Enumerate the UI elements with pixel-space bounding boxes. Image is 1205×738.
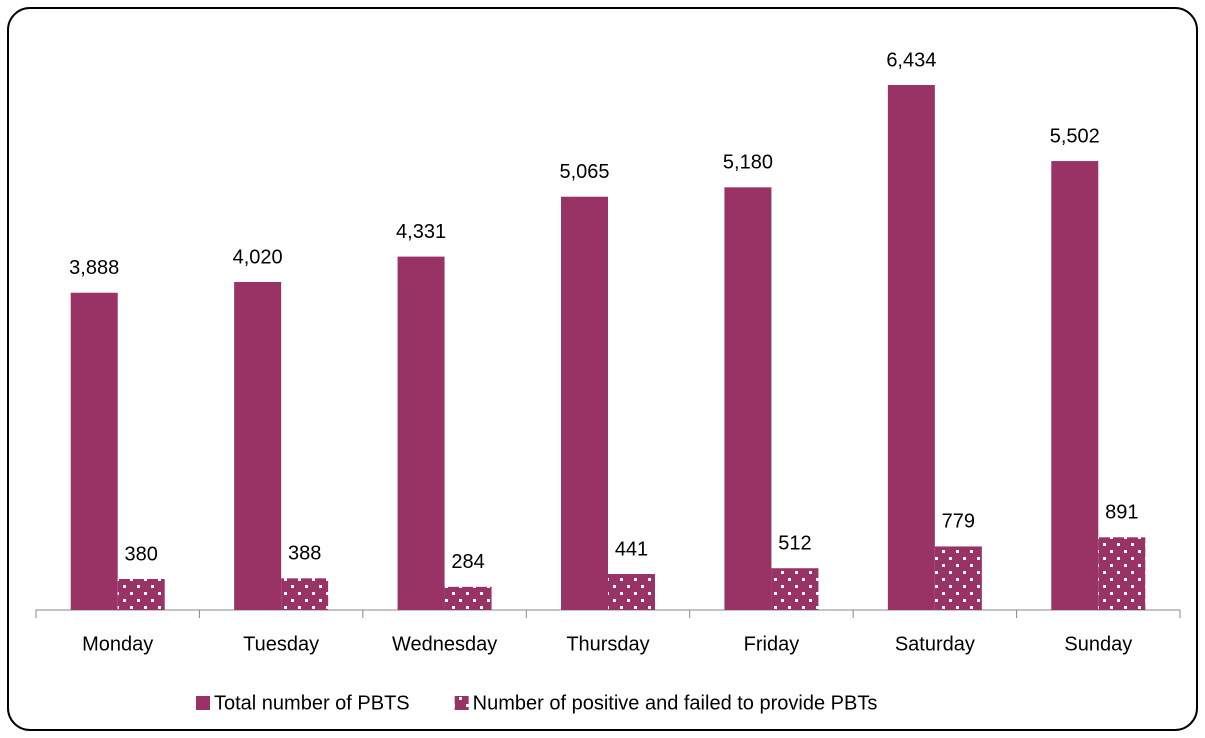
bar [281, 578, 329, 610]
data-label: 6,434 [886, 49, 936, 71]
x-tick-label: Monday [82, 633, 153, 655]
legend-label: Number of positive and failed to provide… [473, 692, 878, 714]
x-tick-label: Saturday [895, 633, 975, 655]
bar [608, 574, 655, 610]
bar [887, 85, 935, 610]
legend-swatch [454, 696, 469, 710]
data-label: 4,331 [396, 221, 446, 243]
legend-swatch [196, 696, 210, 710]
data-label: 779 [942, 511, 975, 533]
bar [1098, 537, 1146, 610]
bar [70, 292, 118, 610]
data-label: 284 [451, 551, 484, 573]
bar [444, 586, 492, 610]
data-label: 441 [615, 538, 648, 560]
bar [117, 578, 165, 610]
data-label: 5,502 [1050, 125, 1100, 147]
data-label: 512 [778, 533, 811, 555]
data-label: 5,065 [559, 161, 609, 183]
bar [397, 256, 445, 610]
bar [771, 568, 819, 610]
x-tick-label: Friday [744, 633, 800, 655]
data-label: 4,020 [233, 246, 283, 268]
bar [561, 196, 608, 610]
x-tick-label: Wednesday [392, 633, 497, 655]
legend-label: Total number of PBTS [214, 692, 410, 714]
x-tick-label: Thursday [566, 633, 649, 655]
data-label: 891 [1105, 502, 1138, 524]
data-label: 3,888 [69, 257, 119, 279]
bar [934, 546, 982, 610]
bar [234, 281, 282, 610]
x-tick-label: Tuesday [243, 633, 319, 655]
data-label: 5,180 [723, 152, 773, 174]
x-tick-label: Sunday [1064, 633, 1132, 655]
bar [1051, 161, 1099, 610]
data-label: 388 [288, 543, 321, 565]
data-label: 380 [125, 543, 158, 565]
bar [724, 187, 772, 610]
